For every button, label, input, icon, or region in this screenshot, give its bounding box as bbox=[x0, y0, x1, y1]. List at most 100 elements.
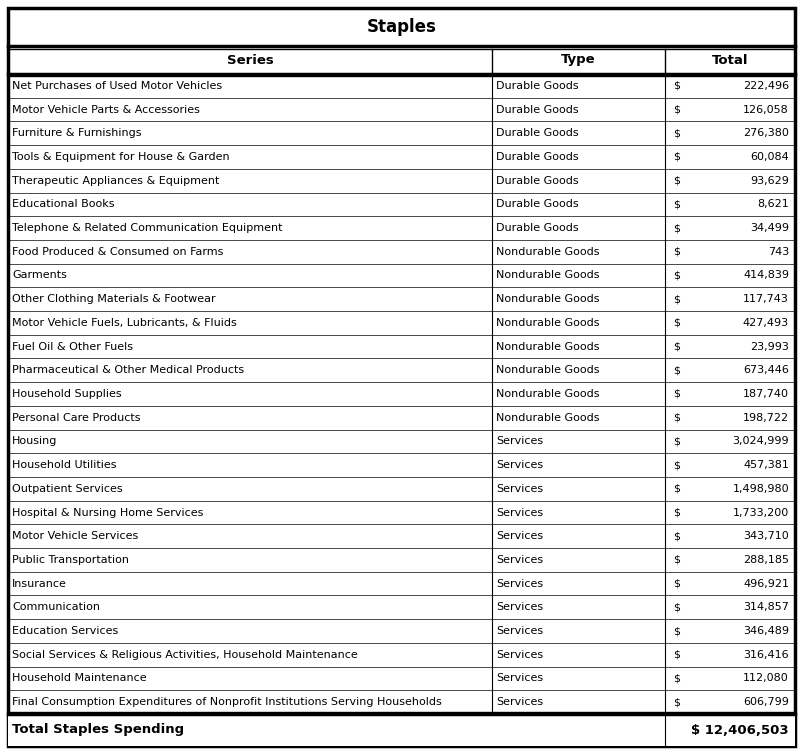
Text: Final Consumption Expenditures of Nonprofit Institutions Serving Households: Final Consumption Expenditures of Nonpro… bbox=[12, 697, 441, 707]
Text: Other Clothing Materials & Footwear: Other Clothing Materials & Footwear bbox=[12, 294, 216, 304]
Text: 222,496: 222,496 bbox=[742, 81, 788, 90]
Text: 34,499: 34,499 bbox=[749, 223, 788, 233]
Text: $: $ bbox=[672, 507, 679, 517]
Text: Household Utilities: Household Utilities bbox=[12, 460, 116, 470]
Text: Services: Services bbox=[496, 484, 542, 494]
Text: $ 12,406,503: $ 12,406,503 bbox=[691, 724, 788, 737]
Text: Nondurable Goods: Nondurable Goods bbox=[496, 271, 599, 280]
Text: 316,416: 316,416 bbox=[743, 650, 788, 660]
Text: Household Maintenance: Household Maintenance bbox=[12, 673, 147, 683]
Text: Series: Series bbox=[226, 54, 273, 66]
Text: $: $ bbox=[672, 532, 679, 541]
Text: 673,446: 673,446 bbox=[742, 365, 788, 375]
Text: Services: Services bbox=[496, 507, 542, 517]
Text: Communication: Communication bbox=[12, 602, 100, 612]
Text: Insurance: Insurance bbox=[12, 578, 67, 589]
Text: $: $ bbox=[672, 271, 679, 280]
Text: $: $ bbox=[672, 673, 679, 683]
Text: $: $ bbox=[672, 460, 679, 470]
Text: Durable Goods: Durable Goods bbox=[496, 152, 578, 162]
Text: 112,080: 112,080 bbox=[743, 673, 788, 683]
Text: Total Staples Spending: Total Staples Spending bbox=[12, 724, 184, 737]
Text: Food Produced & Consumed on Farms: Food Produced & Consumed on Farms bbox=[12, 247, 223, 257]
Text: $: $ bbox=[672, 412, 679, 423]
Text: Pharmaceutical & Other Medical Products: Pharmaceutical & Other Medical Products bbox=[12, 365, 244, 375]
Text: Household Supplies: Household Supplies bbox=[12, 389, 121, 399]
Text: $: $ bbox=[672, 389, 679, 399]
Text: $: $ bbox=[672, 199, 679, 210]
Text: Motor Vehicle Parts & Accessories: Motor Vehicle Parts & Accessories bbox=[12, 105, 200, 115]
Text: Furniture & Furnishings: Furniture & Furnishings bbox=[12, 128, 141, 138]
Text: Garments: Garments bbox=[12, 271, 67, 280]
Text: 743: 743 bbox=[767, 247, 788, 257]
Text: Nondurable Goods: Nondurable Goods bbox=[496, 389, 599, 399]
Text: $: $ bbox=[672, 555, 679, 565]
Text: Nondurable Goods: Nondurable Goods bbox=[496, 365, 599, 375]
Text: Therapeutic Appliances & Equipment: Therapeutic Appliances & Equipment bbox=[12, 176, 219, 185]
Text: Services: Services bbox=[496, 626, 542, 636]
Text: 126,058: 126,058 bbox=[743, 105, 788, 115]
Text: Nondurable Goods: Nondurable Goods bbox=[496, 342, 599, 351]
Text: $: $ bbox=[672, 626, 679, 636]
Text: $: $ bbox=[672, 105, 679, 115]
Text: Durable Goods: Durable Goods bbox=[496, 223, 578, 233]
Text: Durable Goods: Durable Goods bbox=[496, 199, 578, 210]
Text: Durable Goods: Durable Goods bbox=[496, 128, 578, 138]
Text: Nondurable Goods: Nondurable Goods bbox=[496, 412, 599, 423]
Text: Education Services: Education Services bbox=[12, 626, 118, 636]
Text: Services: Services bbox=[496, 555, 542, 565]
Text: 276,380: 276,380 bbox=[742, 128, 788, 138]
Text: 8,621: 8,621 bbox=[756, 199, 788, 210]
Text: Personal Care Products: Personal Care Products bbox=[12, 412, 140, 423]
Text: 1,733,200: 1,733,200 bbox=[732, 507, 788, 517]
Text: Durable Goods: Durable Goods bbox=[496, 176, 578, 185]
Text: Durable Goods: Durable Goods bbox=[496, 81, 578, 90]
Text: 187,740: 187,740 bbox=[742, 389, 788, 399]
Text: 198,722: 198,722 bbox=[742, 412, 788, 423]
Text: Services: Services bbox=[496, 532, 542, 541]
Text: Services: Services bbox=[496, 673, 542, 683]
Text: $: $ bbox=[672, 342, 679, 351]
Text: Net Purchases of Used Motor Vehicles: Net Purchases of Used Motor Vehicles bbox=[12, 81, 222, 90]
Text: Services: Services bbox=[496, 697, 542, 707]
Text: 23,993: 23,993 bbox=[749, 342, 788, 351]
Text: $: $ bbox=[672, 437, 679, 446]
Text: Services: Services bbox=[496, 650, 542, 660]
Text: 1,498,980: 1,498,980 bbox=[731, 484, 788, 494]
Text: Outpatient Services: Outpatient Services bbox=[12, 484, 123, 494]
Text: Services: Services bbox=[496, 602, 542, 612]
Text: 60,084: 60,084 bbox=[749, 152, 788, 162]
Text: 457,381: 457,381 bbox=[742, 460, 788, 470]
Text: Public Transportation: Public Transportation bbox=[12, 555, 129, 565]
Text: 346,489: 346,489 bbox=[742, 626, 788, 636]
Text: $: $ bbox=[672, 578, 679, 589]
Text: Social Services & Religious Activities, Household Maintenance: Social Services & Religious Activities, … bbox=[12, 650, 358, 660]
Text: Motor Vehicle Services: Motor Vehicle Services bbox=[12, 532, 138, 541]
Text: $: $ bbox=[672, 650, 679, 660]
Text: 343,710: 343,710 bbox=[743, 532, 788, 541]
Text: Tools & Equipment for House & Garden: Tools & Equipment for House & Garden bbox=[12, 152, 229, 162]
Text: Hospital & Nursing Home Services: Hospital & Nursing Home Services bbox=[12, 507, 203, 517]
Text: Nondurable Goods: Nondurable Goods bbox=[496, 247, 599, 257]
Text: $: $ bbox=[672, 294, 679, 304]
Text: $: $ bbox=[672, 484, 679, 494]
Text: Staples: Staples bbox=[366, 18, 436, 36]
Text: Total: Total bbox=[711, 54, 747, 66]
Text: Telephone & Related Communication Equipment: Telephone & Related Communication Equipm… bbox=[12, 223, 282, 233]
Text: 117,743: 117,743 bbox=[742, 294, 788, 304]
Text: 427,493: 427,493 bbox=[742, 318, 788, 328]
Text: Nondurable Goods: Nondurable Goods bbox=[496, 294, 599, 304]
Text: Services: Services bbox=[496, 578, 542, 589]
Text: Services: Services bbox=[496, 437, 542, 446]
Text: 496,921: 496,921 bbox=[742, 578, 788, 589]
Text: $: $ bbox=[672, 697, 679, 707]
Text: 288,185: 288,185 bbox=[742, 555, 788, 565]
Text: Housing: Housing bbox=[12, 437, 57, 446]
Text: $: $ bbox=[672, 365, 679, 375]
Text: 3,024,999: 3,024,999 bbox=[731, 437, 788, 446]
Text: $: $ bbox=[672, 223, 679, 233]
Text: Type: Type bbox=[561, 54, 595, 66]
Text: Motor Vehicle Fuels, Lubricants, & Fluids: Motor Vehicle Fuels, Lubricants, & Fluid… bbox=[12, 318, 237, 328]
Text: Durable Goods: Durable Goods bbox=[496, 105, 578, 115]
Text: $: $ bbox=[672, 247, 679, 257]
